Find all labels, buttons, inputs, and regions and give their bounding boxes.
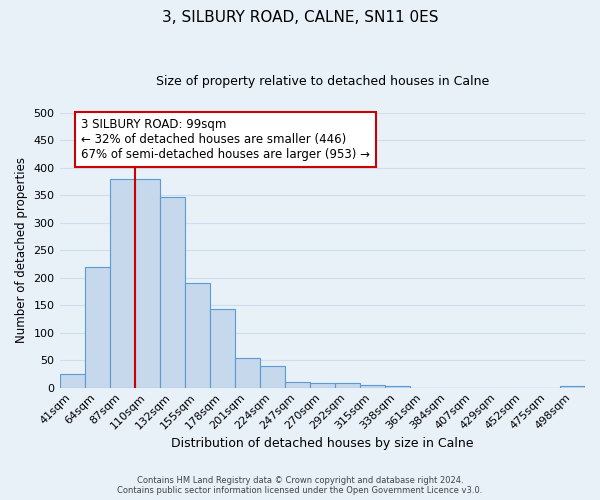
Bar [360, 385, 385, 388]
Bar [160, 197, 185, 388]
Bar [134, 178, 160, 388]
Bar [385, 386, 410, 388]
Bar [59, 374, 85, 388]
Text: 3, SILBURY ROAD, CALNE, SN11 0ES: 3, SILBURY ROAD, CALNE, SN11 0ES [162, 10, 438, 25]
X-axis label: Distribution of detached houses by size in Calne: Distribution of detached houses by size … [171, 437, 473, 450]
Bar [209, 309, 235, 388]
Bar [560, 386, 585, 388]
Bar [260, 366, 285, 388]
Title: Size of property relative to detached houses in Calne: Size of property relative to detached ho… [155, 75, 489, 88]
Bar [285, 382, 310, 388]
Bar [110, 178, 134, 388]
Bar [335, 383, 360, 388]
Bar [185, 283, 209, 388]
Text: 3 SILBURY ROAD: 99sqm
← 32% of detached houses are smaller (446)
67% of semi-det: 3 SILBURY ROAD: 99sqm ← 32% of detached … [81, 118, 370, 162]
Bar [85, 266, 110, 388]
Bar [235, 358, 260, 388]
Text: Contains HM Land Registry data © Crown copyright and database right 2024.
Contai: Contains HM Land Registry data © Crown c… [118, 476, 482, 495]
Bar [310, 383, 335, 388]
Y-axis label: Number of detached properties: Number of detached properties [15, 157, 28, 343]
